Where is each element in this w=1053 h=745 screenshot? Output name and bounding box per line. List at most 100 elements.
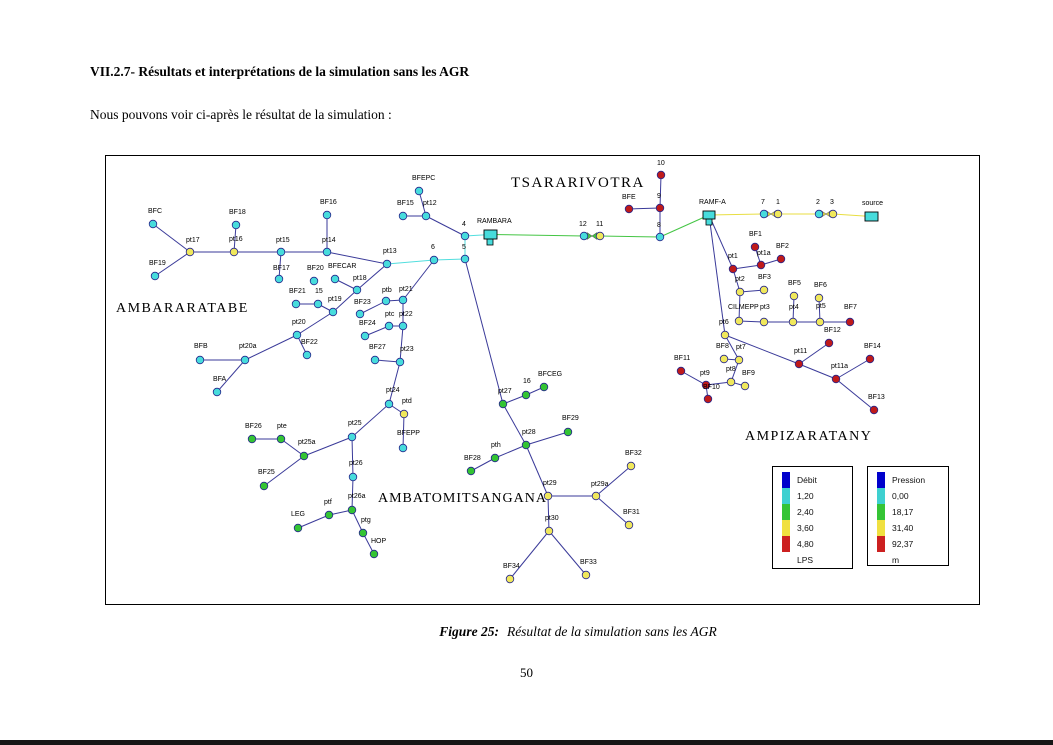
node-label-1: 1 xyxy=(776,199,780,206)
section-heading: VII.2.7- Résultats et interprétations de… xyxy=(90,64,470,79)
pipe-pt28-pth xyxy=(494,444,527,459)
legend-label: m xyxy=(892,555,900,565)
node-label-pt26: pt26 xyxy=(349,460,363,467)
node-label-BF15: BF15 xyxy=(397,200,414,207)
pipe-RAMFA-8 xyxy=(659,214,710,238)
pipe-9-10 xyxy=(659,174,662,209)
node-label-2: 2 xyxy=(816,199,820,206)
node-pt4 xyxy=(788,317,798,327)
node-ptc xyxy=(384,321,394,331)
legend-label: 4,80 xyxy=(797,539,814,549)
node-label-BF20: BF20 xyxy=(307,265,324,272)
node-pt11 xyxy=(794,359,804,369)
node-label-BF10: BF10 xyxy=(703,384,720,391)
node-BF14 xyxy=(865,354,875,364)
node-label-3: 3 xyxy=(830,199,834,206)
node-BFB xyxy=(195,355,205,365)
node-label-7: 7 xyxy=(761,199,765,206)
node-label-pt23: pt23 xyxy=(400,346,414,353)
legend-pression-row: 31,40 xyxy=(877,520,945,536)
node-BF27 xyxy=(370,355,380,365)
pipe-pt26a-ptg xyxy=(351,509,364,534)
node-BF7 xyxy=(845,317,855,327)
node-label-pt29a: pt29a xyxy=(591,481,609,488)
node-BF20 xyxy=(309,276,319,286)
node-pt1a xyxy=(756,260,766,270)
legend-label: Pression xyxy=(892,475,926,485)
node-BF23 xyxy=(355,309,365,319)
node-label-pt2: pt2 xyxy=(735,276,745,283)
pipe-ptd-BFEPP xyxy=(402,413,405,449)
node-label-pt29: pt29 xyxy=(543,480,557,487)
pipe-pt26-pt26a xyxy=(351,476,354,511)
node-pt27 xyxy=(498,399,508,409)
pipe-pt17-BF19 xyxy=(154,251,191,277)
node-label-ptg: ptg xyxy=(361,517,371,524)
node-label-pt17: pt17 xyxy=(186,237,200,244)
node-pt2 xyxy=(735,287,745,297)
node-label-pt15: pt15 xyxy=(276,237,290,244)
pipe-BFEPC-pt12 xyxy=(418,190,427,217)
node-label-BFC: BFC xyxy=(148,208,162,215)
tank-icon-RAMBARA xyxy=(483,229,498,240)
pipe-pt29a-BF31 xyxy=(595,495,630,526)
node-label-pt1a: pt1a xyxy=(757,250,771,257)
node-pt7 xyxy=(734,355,744,365)
legend-color-swatch xyxy=(877,488,885,504)
node-label-pt11a: pt11a xyxy=(831,363,848,370)
node-pt29 xyxy=(543,491,553,501)
legend-label: 31,40 xyxy=(892,523,914,533)
pipe-pt20a-BFA xyxy=(216,359,246,393)
node-ptg xyxy=(358,528,368,538)
node-BFEPC xyxy=(414,186,424,196)
pipe-pt28-pt29 xyxy=(525,444,549,497)
node-label-BF9: BF9 xyxy=(742,370,755,377)
node-label-BF33: BF33 xyxy=(580,559,597,566)
pipe-pt27-pt28 xyxy=(502,403,527,446)
node-pt20a xyxy=(240,355,250,365)
legend-color-swatch xyxy=(877,520,885,536)
region-label-ampizaratany: AMPIZARATANY xyxy=(745,429,873,444)
pipe-ptf-LEG xyxy=(297,514,330,529)
node-label-pt12: pt12 xyxy=(423,200,437,207)
node-label-pt14: pt14 xyxy=(322,237,336,244)
node-label-BF16: BF16 xyxy=(320,199,337,206)
node-BFEPP xyxy=(398,443,408,453)
pipe-pt12-4 xyxy=(425,215,466,237)
node-BFA xyxy=(212,387,222,397)
legend-color-swatch xyxy=(782,536,790,552)
legend-label: 1,20 xyxy=(797,491,814,501)
legend-label: 18,17 xyxy=(892,507,914,517)
node-2 xyxy=(814,209,824,219)
pipe-pt11-BF12 xyxy=(798,342,830,365)
node-BF34 xyxy=(505,574,515,584)
pipe-pt30-BF33 xyxy=(548,530,587,576)
node-label-pt20: pt20 xyxy=(292,319,306,326)
tank-icon-RAMFA xyxy=(702,210,716,220)
pipe-5-6 xyxy=(433,258,466,261)
node-label-BFCEG: BFCEG xyxy=(538,371,562,378)
node-pt6 xyxy=(720,330,730,340)
node-BF1 xyxy=(750,242,760,252)
node-pt1 xyxy=(728,264,738,274)
node-label-5: 5 xyxy=(462,244,466,251)
pipe-pt11a-BF14 xyxy=(835,358,871,380)
node-label-pt19: pt19 xyxy=(328,296,342,303)
node-label-BFEPP: BFEPP xyxy=(397,430,420,437)
node-label-BF1: BF1 xyxy=(749,231,762,238)
node-label-BF26: BF26 xyxy=(245,423,262,430)
node-label-pt13: pt13 xyxy=(383,248,397,255)
node-pt23 xyxy=(395,357,405,367)
node-pt8 xyxy=(726,377,736,387)
node-pt11a xyxy=(831,374,841,384)
pipe-pth-BF28 xyxy=(470,457,496,472)
node-label-pt8: pt8 xyxy=(726,366,736,373)
node-10 xyxy=(656,170,666,180)
node-pt17 xyxy=(185,247,195,257)
pipe-RAMFA-pt6 xyxy=(708,214,726,336)
node-BF31 xyxy=(624,520,634,530)
region-label-ambatomitsangana: AMBATOMITSANGANA xyxy=(378,491,547,506)
node-pt25a xyxy=(299,451,309,461)
node-pt15 xyxy=(276,247,286,257)
